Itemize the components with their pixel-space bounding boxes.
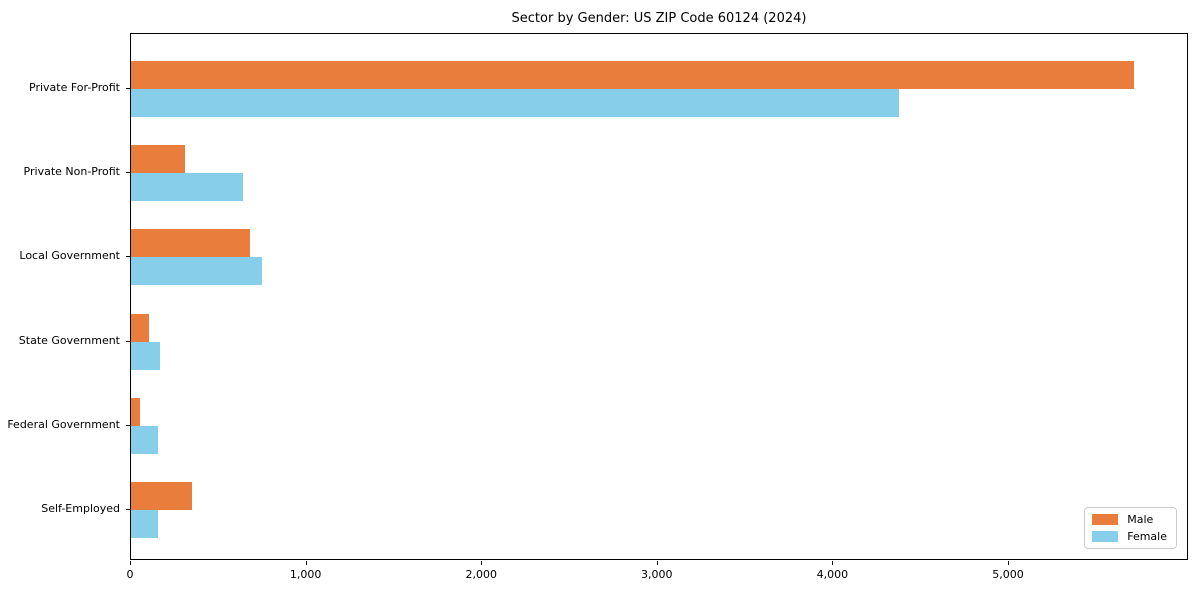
y-tick-label: Private For-Profit <box>29 81 120 94</box>
bar-male-5 <box>131 397 140 426</box>
legend: Male Female <box>1084 507 1177 549</box>
y-tick-label: Private Non-Profit <box>23 165 120 179</box>
legend-swatch-female <box>1092 531 1119 542</box>
y-tick-mark <box>126 340 130 342</box>
x-tick-label: 4,000 <box>816 568 849 581</box>
bar-female-1 <box>131 89 899 117</box>
y-tick-mark <box>126 424 130 426</box>
x-tick-label: 0 <box>126 568 134 581</box>
x-tick-label: 1,000 <box>289 568 322 581</box>
x-tick-label: 3,000 <box>641 568 673 581</box>
x-tick-label: 2,000 <box>465 568 497 581</box>
y-tick-label: Self-Employed <box>41 502 120 515</box>
legend-item-female: Female <box>1092 530 1167 543</box>
x-tick-mark <box>481 561 483 565</box>
bar-male-6 <box>131 482 193 510</box>
x-tick-mark <box>130 561 131 565</box>
bar-male-1 <box>131 61 1134 89</box>
chart-title: Sector by Gender: US ZIP Code 60124 (202… <box>511 11 807 26</box>
y-tick-label: Local Government <box>19 249 120 263</box>
legend-swatch-male <box>1092 514 1119 525</box>
bar-female-6 <box>131 510 159 538</box>
plot-area: Male Female <box>130 33 1188 560</box>
bar-female-5 <box>131 425 159 454</box>
x-tick-mark <box>305 561 307 565</box>
x-tick-mark <box>1008 561 1009 565</box>
bar-male-3 <box>131 229 251 258</box>
y-tick-mark <box>126 509 130 510</box>
x-tick-mark <box>832 561 834 565</box>
y-tick-label: State Government <box>18 333 120 347</box>
x-tick-label: 5,000 <box>992 568 1024 581</box>
x-tick-mark <box>656 561 658 565</box>
bar-male-4 <box>131 313 149 342</box>
legend-label-female: Female <box>1127 530 1167 543</box>
legend-label-male: Male <box>1127 513 1154 526</box>
y-tick-mark <box>126 256 130 258</box>
y-tick-label: Federal Government <box>7 417 120 431</box>
bar-male-2 <box>131 145 186 174</box>
y-tick-mark <box>126 172 130 174</box>
bar-female-2 <box>131 173 244 202</box>
bar-female-3 <box>131 257 263 286</box>
bar-female-4 <box>131 341 160 370</box>
y-tick-mark <box>126 88 130 89</box>
legend-item-male: Male <box>1092 513 1167 526</box>
